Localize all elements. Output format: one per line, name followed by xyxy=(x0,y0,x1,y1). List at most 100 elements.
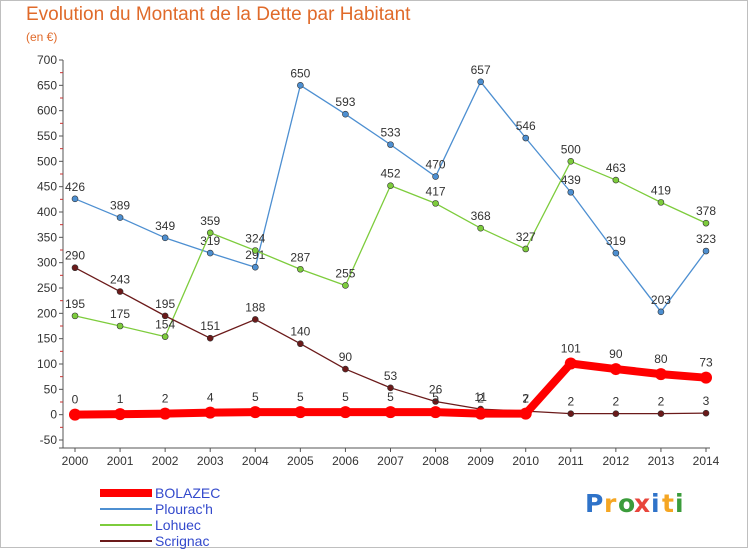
data-label: 650 xyxy=(290,66,310,80)
data-point xyxy=(702,219,710,227)
data-point xyxy=(116,288,124,295)
data-label: 417 xyxy=(426,184,446,198)
x-tick-label: 2014 xyxy=(693,454,720,468)
data-label: 2 xyxy=(613,395,620,409)
data-label: 151 xyxy=(200,319,220,333)
data-point xyxy=(432,398,439,405)
logo-letter: o xyxy=(618,489,636,518)
data-point xyxy=(477,78,484,86)
data-label: 593 xyxy=(335,95,355,109)
data-label: 452 xyxy=(380,167,400,181)
y-tick-label: 600 xyxy=(37,104,57,118)
data-label: 2 xyxy=(567,395,574,409)
data-point xyxy=(251,247,259,254)
legend-swatch xyxy=(100,489,152,497)
data-point xyxy=(249,406,262,419)
data-point xyxy=(612,176,620,184)
data-label: 463 xyxy=(606,161,626,175)
data-point xyxy=(522,245,530,253)
x-tick-label: 2000 xyxy=(62,454,89,468)
data-point xyxy=(71,312,79,320)
data-label: 2 xyxy=(522,392,529,406)
data-point xyxy=(342,282,349,289)
x-tick-label: 2002 xyxy=(152,454,179,468)
y-tick-label: 700 xyxy=(37,53,57,67)
data-label: 255 xyxy=(335,266,355,280)
data-point xyxy=(387,182,394,189)
chart-subtitle: (en €) xyxy=(26,30,58,44)
legend-label: Lohuec xyxy=(155,517,201,533)
data-label: 90 xyxy=(609,347,623,361)
data-label: 5 xyxy=(297,390,304,404)
data-label: 90 xyxy=(339,350,353,364)
data-label: 470 xyxy=(426,158,446,172)
data-label: 291 xyxy=(245,248,265,262)
data-point xyxy=(567,410,575,417)
data-point xyxy=(297,82,304,89)
data-point xyxy=(297,265,304,273)
logo-letter: t xyxy=(662,489,674,518)
data-point xyxy=(612,410,620,417)
data-point xyxy=(657,410,665,417)
data-point xyxy=(522,134,530,142)
data-label: 5 xyxy=(342,390,349,404)
x-tick-label: 2010 xyxy=(512,454,539,468)
data-point xyxy=(477,224,484,232)
y-tick-label: 400 xyxy=(37,205,57,219)
data-label: 319 xyxy=(606,234,626,248)
data-label: 0 xyxy=(72,393,79,407)
legend-label: Plourac'h xyxy=(155,501,213,517)
data-point xyxy=(519,407,532,420)
data-point xyxy=(206,229,214,237)
y-tick-label: 650 xyxy=(37,78,57,92)
data-label: 2 xyxy=(162,392,169,406)
data-label: 657 xyxy=(471,63,491,77)
data-label: 3 xyxy=(703,394,710,408)
data-label: 290 xyxy=(65,249,85,263)
data-label: 2 xyxy=(477,392,484,406)
y-tick-label: 450 xyxy=(37,180,57,194)
data-point xyxy=(657,308,665,316)
data-point xyxy=(116,322,124,330)
data-label: 80 xyxy=(654,352,668,366)
data-point xyxy=(206,249,214,257)
logo-letter: P xyxy=(585,489,604,518)
data-label: 324 xyxy=(245,232,265,246)
data-point xyxy=(161,234,169,242)
data-label: 327 xyxy=(516,230,536,244)
data-label: 11 xyxy=(474,390,487,404)
legend-label: Scrignac xyxy=(155,533,210,549)
data-label: 154 xyxy=(155,318,175,332)
y-tick-label: 200 xyxy=(37,306,57,320)
data-point xyxy=(612,249,620,257)
data-point xyxy=(297,340,304,348)
data-label: 5 xyxy=(387,390,394,404)
data-point xyxy=(432,200,439,207)
data-label: 195 xyxy=(65,297,85,311)
data-label: 287 xyxy=(290,250,310,264)
data-label: 101 xyxy=(561,341,581,355)
data-label: 26 xyxy=(429,382,443,396)
data-point xyxy=(204,406,217,419)
y-tick-label: 50 xyxy=(44,382,58,396)
y-tick-label: -50 xyxy=(40,433,58,447)
data-point xyxy=(71,195,79,203)
data-label: 546 xyxy=(516,119,536,133)
data-point xyxy=(294,406,307,419)
legend-label: BOLAZEC xyxy=(155,485,221,501)
x-tick-label: 2006 xyxy=(332,454,359,468)
data-point xyxy=(71,264,79,272)
data-label: 140 xyxy=(290,325,310,339)
data-point xyxy=(116,214,124,221)
x-tick-label: 2003 xyxy=(197,454,224,468)
data-label: 533 xyxy=(380,126,400,140)
data-point xyxy=(251,316,259,323)
data-point xyxy=(69,408,81,421)
y-tick-label: 300 xyxy=(37,256,57,270)
data-point xyxy=(654,368,667,381)
data-label: 2 xyxy=(658,395,665,409)
data-label: 203 xyxy=(651,293,671,307)
x-tick-label: 2012 xyxy=(603,454,630,468)
x-tick-label: 2005 xyxy=(287,454,314,468)
